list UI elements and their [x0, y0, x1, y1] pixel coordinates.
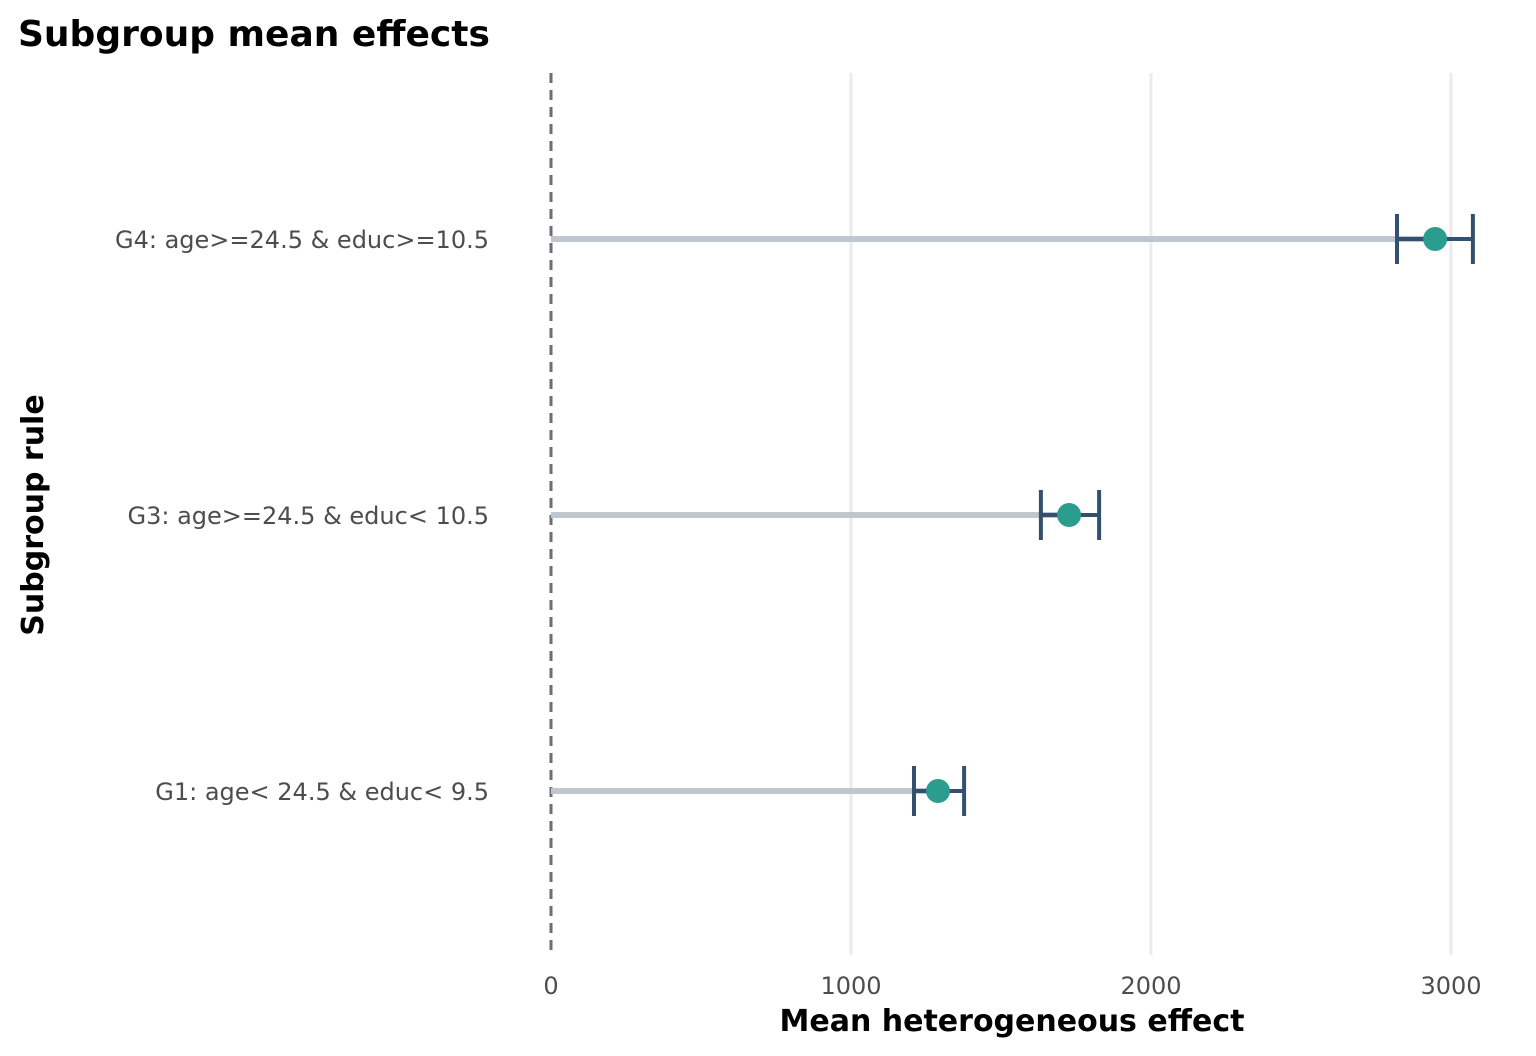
- x-tick-label: 3000: [1420, 972, 1481, 1000]
- x-tick-label: 0: [543, 972, 558, 1000]
- point-estimate: [1057, 503, 1082, 527]
- chart-title: Subgroup mean effects: [18, 14, 490, 55]
- y-tick-label: G1: age< 24.5 & educ< 9.5: [155, 778, 489, 806]
- point-estimate: [926, 779, 950, 803]
- y-tick-label: G3: age>=24.5 & educ< 10.5: [128, 502, 490, 530]
- x-axis-label: Mean heterogeneous effect: [780, 1004, 1245, 1039]
- x-tick-label: 2000: [1120, 972, 1181, 1000]
- x-tick-label: 1000: [820, 972, 881, 1000]
- y-tick-label: G4: age>=24.5 & educ>=10.5: [115, 226, 489, 254]
- point-estimate: [1423, 227, 1448, 251]
- y-axis-label: Subgroup rule: [16, 394, 51, 635]
